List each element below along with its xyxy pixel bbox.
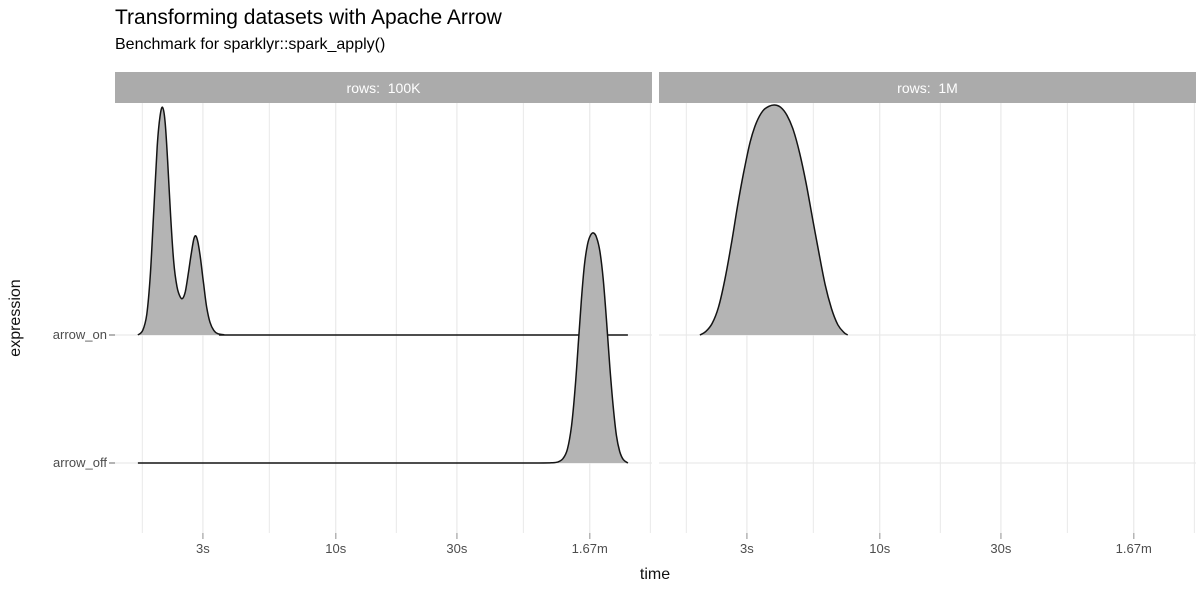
plot-panel: [659, 103, 1196, 539]
y-axis-title: expression: [7, 279, 24, 357]
x-tick-label: 30s: [446, 541, 468, 556]
plot-panel: [115, 103, 652, 539]
x-tick-label: 3s: [196, 541, 210, 556]
facet-panel-rows-1m: rows: 1M: [659, 72, 1196, 539]
x-tick-label: 1.67m: [1115, 541, 1152, 556]
ridge-fill-arrow_on: [137, 107, 628, 335]
y-tick-label-arrow_on: arrow_on: [52, 327, 107, 342]
ridge-outline-arrow_on: [699, 104, 849, 336]
facet-panel-rows-100k: rows: 100K: [115, 72, 652, 539]
ridge-fill-arrow_on: [699, 104, 848, 335]
x-tick-label: 30s: [990, 541, 1012, 556]
y-tick-mark: [109, 462, 115, 464]
x-tick-label: 1.67m: [571, 541, 608, 556]
facet-strip: rows: 100K: [115, 72, 652, 103]
x-axis-title: time: [639, 566, 671, 583]
x-tick-label: 3s: [740, 541, 754, 556]
x-tick-label: 10s: [869, 541, 891, 556]
ridge-outline-arrow_off: [137, 232, 629, 464]
x-tick-label: 10s: [325, 541, 347, 556]
ridge-outline-arrow_on: [137, 106, 628, 336]
panel-canvas: [115, 103, 652, 539]
chart-title: Transforming datasets with Apache Arrow: [115, 6, 502, 29]
y-tick-label-arrow_off: arrow_off: [53, 455, 107, 470]
facet-strip: rows: 1M: [659, 72, 1196, 103]
facet-strip-label: rows: 1M: [897, 79, 958, 96]
panel-canvas: [659, 103, 1196, 539]
chart-subtitle: Benchmark for sparklyr::spark_apply(): [115, 36, 386, 53]
y-tick-mark: [109, 334, 115, 336]
ridge-fill-arrow_off: [137, 232, 628, 463]
facet-strip-label: rows: 100K: [346, 79, 421, 96]
